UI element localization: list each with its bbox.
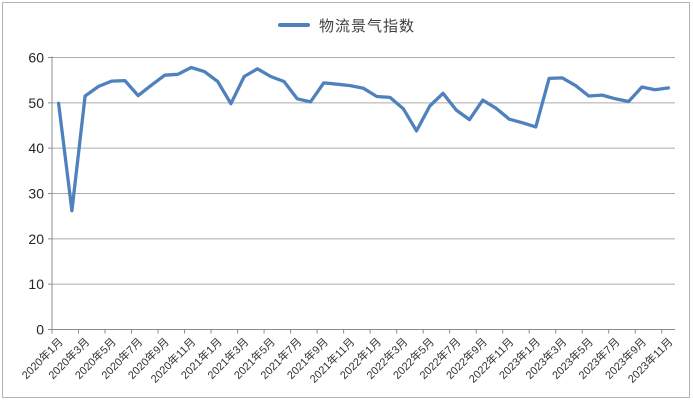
legend-line-swatch (277, 23, 310, 27)
chart-frame (2, 2, 690, 398)
y-axis-label: 50 (28, 95, 44, 111)
series-line (56, 65, 671, 213)
legend-label: 物流景气指数 (318, 18, 415, 35)
y-axis-label: 20 (28, 231, 44, 247)
y-axis-label: 0 (36, 322, 44, 338)
y-axis-label: 10 (28, 276, 44, 292)
y-axis-label: 40 (28, 140, 44, 156)
legend: 物流景气指数 (0, 14, 693, 36)
y-axis-label: 30 (28, 186, 44, 202)
y-axis-label: 60 (28, 50, 44, 66)
